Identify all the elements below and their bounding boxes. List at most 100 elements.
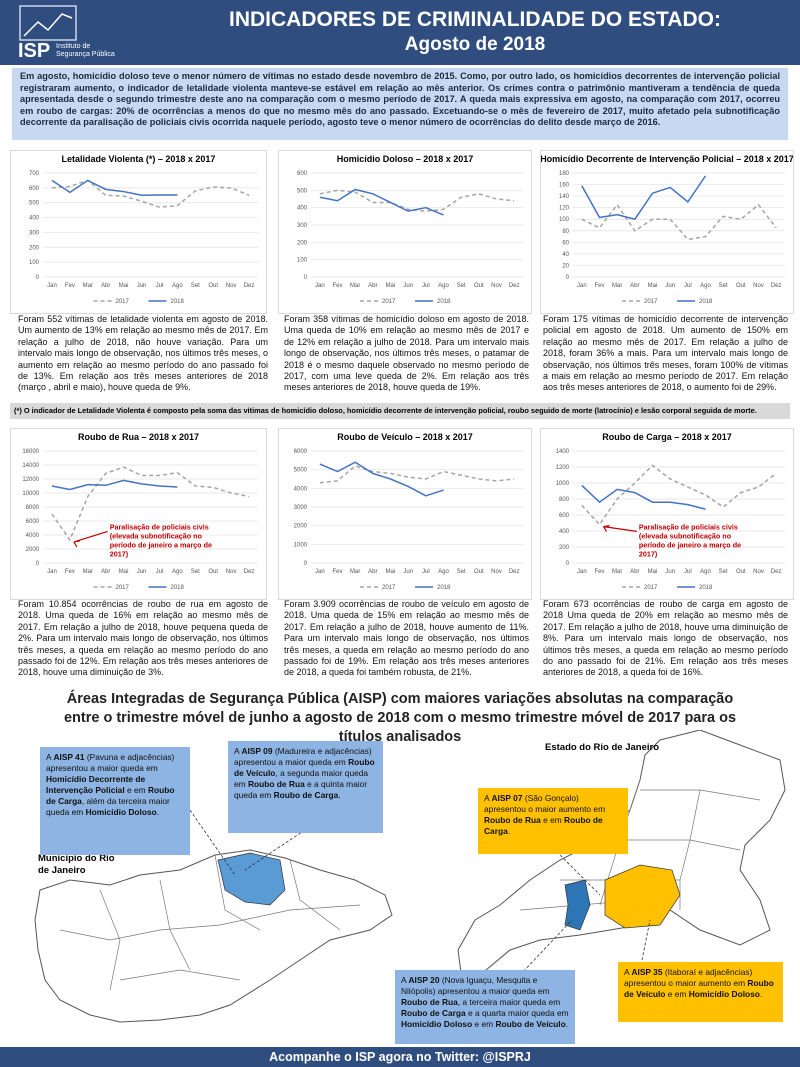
box-text: . — [565, 1019, 569, 1029]
x-tick-label: Out — [208, 283, 218, 289]
chart: Homicídio Decorrente de Intervenção Poli… — [540, 150, 794, 314]
y-tick-label: 600 — [29, 186, 40, 192]
box-text: Homicídio Doloso — [401, 1019, 473, 1029]
box-text: Roubo de Carga — [273, 790, 339, 800]
x-tick-label: Jul — [422, 283, 430, 289]
x-tick-label: Jun — [403, 283, 413, 289]
x-tick-label: Dez — [509, 569, 520, 575]
x-tick-label: Fev — [332, 283, 342, 289]
logo-graphic — [19, 5, 77, 41]
maps — [34, 730, 786, 1023]
state-map — [457, 730, 786, 981]
y-tick-label: 2000 — [294, 524, 308, 530]
x-tick-label: Mai — [386, 283, 396, 289]
x-tick-label: Fev — [594, 569, 604, 575]
box-text: Roubo de Rua — [484, 815, 541, 825]
y-tick-label: 60 — [562, 240, 569, 246]
chart-title: Letalidade Violenta (*) – 2018 x 2017 — [62, 154, 216, 164]
legend-label: 2018 — [171, 585, 185, 591]
y-tick-label: 1000 — [556, 481, 570, 487]
x-tick-label: Ago — [700, 569, 711, 575]
box-text: (Nova Iguaçu, Mesquita e Nilópolis) apre… — [401, 975, 550, 996]
series-line — [319, 189, 515, 212]
y-tick-label: 6000 — [294, 449, 308, 455]
x-tick-label: Jan — [577, 283, 587, 289]
x-tick-label: Abr — [368, 569, 377, 575]
x-tick-label: Abr — [630, 569, 639, 575]
y-tick-label: 300 — [297, 223, 308, 229]
legend-label: 2018 — [437, 299, 451, 305]
y-tick-label: 4000 — [294, 486, 308, 492]
y-tick-label: 300 — [29, 230, 40, 236]
annotation-arrow — [73, 530, 108, 548]
x-tick-label: Mai — [648, 283, 658, 289]
x-tick-label: Out — [208, 569, 218, 575]
y-tick-label: 140 — [559, 194, 570, 200]
x-tick-label: Mar — [612, 283, 622, 289]
chart: Homicídio Doloso – 2018 x 2017 0 100 200 300… — [278, 150, 532, 314]
aisp-box: A AISP 35 (Itaboraí e adjacências) apres… — [618, 962, 783, 1022]
series-line — [581, 464, 777, 526]
x-tick-label: Mai — [386, 569, 396, 575]
x-tick-label: Ago — [172, 283, 183, 289]
x-tick-label: Mar — [350, 569, 360, 575]
box-text: , a terceira maior queda em — [457, 997, 561, 1007]
chart-caption: Foram 358 vítimas de homicídio doloso em… — [284, 314, 529, 393]
series-line — [581, 484, 706, 510]
box-text: e em — [540, 815, 565, 825]
x-tick-label: Fev — [594, 283, 604, 289]
y-tick-label: 0 — [566, 561, 570, 567]
x-tick-label: Jun — [137, 283, 147, 289]
x-tick-label: Mai — [119, 283, 129, 289]
x-tick-label: Dez — [244, 569, 255, 575]
y-tick-label: 600 — [297, 171, 308, 177]
box-text: AISP 20 — [408, 975, 440, 985]
box-text: . — [507, 826, 511, 836]
box-text: AISP 07 — [491, 793, 523, 803]
y-tick-label: 400 — [559, 529, 570, 535]
chart: Roubo de Veículo – 2018 x 2017 0 1000 2000 3… — [278, 428, 532, 600]
x-tick-label: Jan — [47, 283, 57, 289]
box-text: (Itaboraí e adjacências) apresentou o ma… — [624, 967, 753, 988]
chart: Roubo de Rua – 2018 x 2017 0 2000 4000 6000 8… — [10, 428, 267, 600]
box-text: Roubo de Carga — [401, 1008, 466, 1018]
series-line — [319, 188, 444, 216]
y-tick-label: 0 — [304, 561, 308, 567]
x-tick-label: Nov — [226, 283, 237, 289]
y-tick-label: 160 — [559, 183, 570, 189]
legend-label: 2017 — [382, 585, 396, 591]
x-tick-label: Nov — [753, 569, 764, 575]
chart-title: Roubo de Rua – 2018 x 2017 — [78, 432, 199, 442]
y-tick-label: 3000 — [294, 505, 308, 511]
y-tick-label: 40 — [562, 252, 569, 258]
aisp-box: A AISP 41 (Pavuna e adjacências) apresen… — [40, 747, 190, 855]
chart: Letalidade Violenta (*) – 2018 x 2017 0 10… — [10, 150, 267, 314]
x-tick-label: Mar — [83, 569, 93, 575]
y-tick-label: 1400 — [556, 449, 570, 455]
x-tick-label: Abr — [368, 283, 377, 289]
x-tick-label: Ago — [172, 569, 183, 575]
y-tick-label: 500 — [297, 188, 308, 194]
x-tick-label: Ago — [438, 283, 449, 289]
x-tick-label: Set — [191, 283, 200, 289]
y-tick-label: 20 — [562, 263, 569, 269]
chart-title: Homicídio Doloso – 2018 x 2017 — [337, 154, 474, 164]
x-tick-label: Out — [474, 569, 484, 575]
x-tick-label: Jul — [156, 283, 164, 289]
y-tick-label: 100 — [297, 258, 308, 264]
box-text: Roubo de Veículo — [495, 1019, 566, 1029]
y-tick-label: 700 — [29, 171, 40, 177]
aisp-box: A AISP 20 (Nova Iguaçu, Mesquita e Nilóp… — [395, 970, 575, 1044]
x-tick-label: Nov — [491, 569, 502, 575]
box-text: . — [338, 790, 341, 800]
box-text: e em — [124, 785, 148, 795]
y-tick-label: 200 — [297, 240, 308, 246]
intro: Em agosto, homicídio doloso teve o menor… — [12, 68, 788, 140]
box-text: (Pavuna e adjacências) apresentou a maio… — [46, 752, 175, 773]
x-tick-label: Out — [736, 569, 746, 575]
y-tick-label: 100 — [29, 260, 40, 266]
series-line — [51, 179, 250, 208]
box-text: Roubo de Rua — [247, 779, 305, 789]
x-tick-label: Mar — [350, 283, 360, 289]
x-tick-label: Abr — [630, 283, 639, 289]
